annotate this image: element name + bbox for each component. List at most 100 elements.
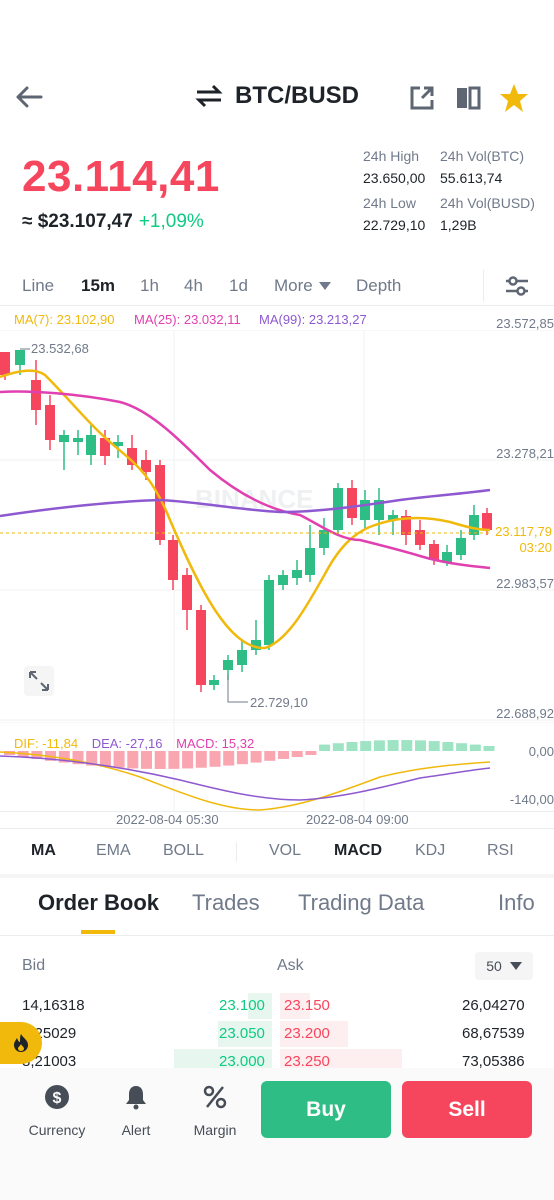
- chart-settings-button[interactable]: [504, 274, 530, 303]
- ind-ma[interactable]: MA: [31, 842, 56, 859]
- candle-body: [374, 500, 384, 520]
- macd-bar: [346, 742, 358, 751]
- countdown: 03:20: [519, 540, 552, 555]
- tf-divider: [483, 270, 484, 302]
- stat-low-value: 22.729,10: [363, 217, 426, 233]
- candle-body: [45, 405, 55, 440]
- candle-body: [442, 552, 452, 562]
- candle-body: [469, 515, 479, 535]
- buy-button[interactable]: Buy: [261, 1081, 391, 1138]
- tab-info[interactable]: Info: [498, 890, 535, 915]
- nav-alert[interactable]: Alert: [101, 1080, 171, 1138]
- bid-header: Bid: [22, 957, 46, 974]
- candle-body: [482, 513, 492, 530]
- ma99-label: MA(99): 23.213,27: [259, 312, 367, 327]
- dif-label: DIF: -11,84: [14, 736, 79, 751]
- macd-bar: [127, 751, 139, 769]
- candle-body: [305, 548, 315, 575]
- tf-depth[interactable]: Depth: [356, 276, 402, 295]
- bid-price[interactable]: 23.000: [219, 1053, 265, 1070]
- macd-bar: [99, 751, 111, 767]
- tf-more[interactable]: More: [274, 276, 331, 296]
- ind-rsi[interactable]: RSI: [487, 842, 514, 859]
- dollar-icon: $: [45, 1085, 69, 1109]
- candle-body: [251, 640, 261, 650]
- dea-label: DEA: -27,16: [91, 736, 163, 751]
- axis-label: 23.572,85: [496, 316, 554, 331]
- candle-body: [155, 465, 165, 540]
- ma7-label: MA(7): 23.102,90: [14, 312, 115, 327]
- sell-button[interactable]: Sell: [402, 1081, 532, 1138]
- tf-15m[interactable]: 15m: [81, 276, 116, 295]
- candle-body: [196, 610, 206, 685]
- candle-body: [456, 538, 466, 555]
- ask-price[interactable]: 23.150: [284, 997, 330, 1014]
- candle-body: [347, 488, 357, 518]
- ind-macd[interactable]: MACD: [334, 842, 382, 859]
- depth-select[interactable]: 50: [475, 952, 533, 980]
- bid-price[interactable]: 23.100: [219, 997, 265, 1014]
- tf-1h[interactable]: 1h: [140, 276, 159, 295]
- axis-label: 22.688,92: [496, 706, 554, 721]
- ask-depth-bar: [280, 993, 310, 1019]
- hot-button[interactable]: [0, 1022, 42, 1064]
- time-label: 2022-08-04 05:30: [116, 812, 219, 827]
- fullscreen-button[interactable]: [24, 666, 54, 696]
- macd-bar: [415, 740, 426, 751]
- layout-icon: [457, 86, 481, 110]
- back-button[interactable]: [14, 82, 46, 112]
- tf-1d[interactable]: 1d: [229, 276, 248, 295]
- nav-alert-label: Alert: [121, 1122, 151, 1138]
- nav-currency[interactable]: $ Currency: [22, 1080, 92, 1138]
- ask-price[interactable]: 23.250: [284, 1053, 330, 1070]
- candlestick-chart[interactable]: BINANCE 23.532,68 22.729,10: [0, 330, 554, 725]
- ask-qty: 26,04270: [462, 997, 525, 1014]
- macd-bar: [182, 751, 194, 769]
- tab-trades[interactable]: Trades: [192, 890, 260, 915]
- macd-bar: [223, 751, 235, 766]
- price-change: +1,09%: [138, 211, 204, 232]
- ask-price[interactable]: 23.200: [284, 1025, 330, 1042]
- active-tab-indicator: [81, 930, 115, 934]
- macd-bar: [58, 751, 70, 763]
- macd-bar: [236, 751, 248, 765]
- macd-bar: [373, 740, 385, 751]
- ind-ema[interactable]: EMA: [96, 842, 131, 859]
- macd-bar: [72, 751, 84, 765]
- ind-kdj[interactable]: KDJ: [415, 842, 446, 859]
- ind-divider: [236, 842, 237, 862]
- macd-bar: [250, 751, 262, 763]
- pair-selector[interactable]: BTC/BUSD: [195, 82, 359, 110]
- tab-order-book[interactable]: Order Book: [38, 890, 160, 915]
- back-arrow-icon: [16, 86, 43, 108]
- candle-body: [59, 435, 69, 442]
- tf-4h[interactable]: 4h: [184, 276, 203, 295]
- high-label: 23.532,68: [31, 341, 89, 356]
- current-price-tag: 23.117,79 03:20: [495, 524, 552, 556]
- macd-bar: [154, 751, 166, 769]
- macd-bar: [360, 741, 372, 751]
- nav-margin[interactable]: Margin: [180, 1080, 250, 1138]
- tf-line[interactable]: Line: [22, 276, 55, 295]
- tab-trading-data[interactable]: Trading Data: [298, 890, 425, 915]
- candle-body: [292, 570, 302, 578]
- current-price: 23.117,79: [495, 524, 552, 539]
- pair-title: BTC/BUSD: [235, 82, 359, 109]
- ask-qty: 68,67539: [462, 1025, 525, 1042]
- favorite-button[interactable]: [498, 82, 528, 112]
- candle-body: [388, 515, 398, 520]
- time-label: 2022-08-04 09:00: [306, 812, 409, 827]
- macd-bar: [141, 751, 152, 769]
- tf-more-label: More: [274, 276, 313, 295]
- share-button[interactable]: [408, 84, 438, 114]
- divider: [0, 305, 554, 306]
- layout-button[interactable]: [454, 84, 484, 114]
- macd-bars: [4, 740, 495, 769]
- ind-vol[interactable]: VOL: [269, 842, 302, 859]
- bid-price[interactable]: 23.050: [219, 1025, 265, 1042]
- macd-bar: [195, 751, 207, 768]
- last-price: 23.114,41: [22, 152, 220, 201]
- stat-high-value: 23.650,00: [363, 170, 426, 186]
- expand-icon: [29, 671, 49, 691]
- ind-boll[interactable]: BOLL: [163, 842, 204, 859]
